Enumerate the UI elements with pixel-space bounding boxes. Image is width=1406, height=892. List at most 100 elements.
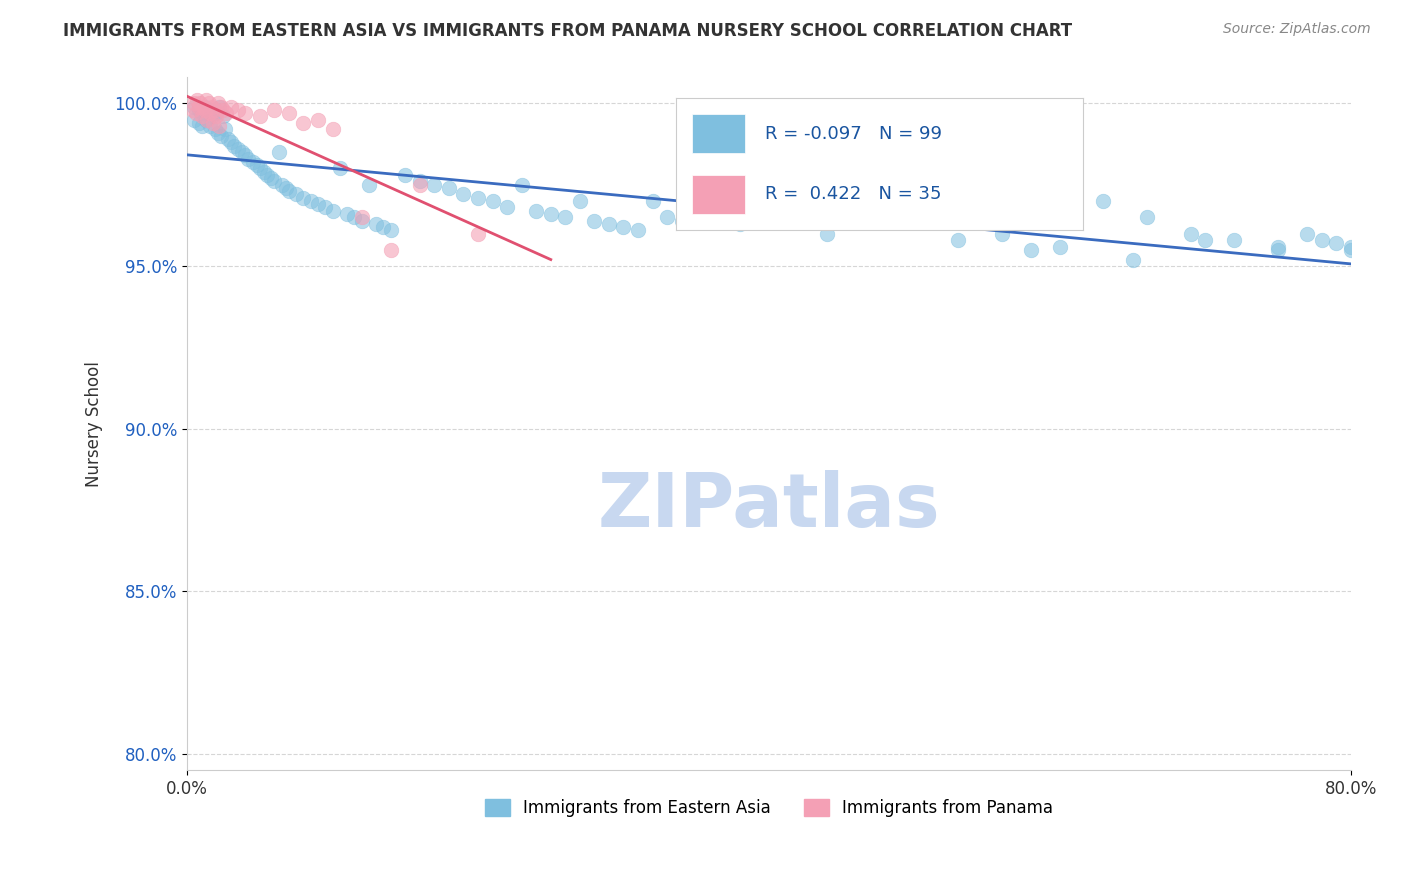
Point xyxy=(205,110,228,124)
Point xyxy=(198,96,221,111)
Text: IMMIGRANTS FROM EASTERN ASIA VS IMMIGRANTS FROM PANAMA NURSERY SCHOOL CORRELATIO: IMMIGRANTS FROM EASTERN ASIA VS IMMIGRAN… xyxy=(63,22,1073,40)
Point xyxy=(554,211,576,225)
Point xyxy=(787,211,810,225)
Point xyxy=(1340,243,1362,257)
Point xyxy=(946,233,969,247)
Legend: Immigrants from Eastern Asia, Immigrants from Panama: Immigrants from Eastern Asia, Immigrants… xyxy=(478,792,1060,824)
Point xyxy=(700,207,723,221)
Point xyxy=(467,191,489,205)
Point xyxy=(212,110,235,124)
Point xyxy=(1122,252,1144,267)
Point xyxy=(207,126,229,140)
Point xyxy=(285,187,308,202)
Point xyxy=(209,100,232,114)
Point xyxy=(758,191,780,205)
Text: Source: ZipAtlas.com: Source: ZipAtlas.com xyxy=(1223,22,1371,37)
Point xyxy=(875,194,897,208)
Point xyxy=(583,213,606,227)
Point xyxy=(453,187,475,202)
Y-axis label: Nursery School: Nursery School xyxy=(86,360,103,487)
Point xyxy=(194,100,217,114)
Point xyxy=(524,203,547,218)
Point xyxy=(380,243,402,257)
Point xyxy=(278,184,301,198)
Point xyxy=(1267,239,1289,253)
Point xyxy=(510,178,533,192)
Point xyxy=(1223,233,1246,247)
Point xyxy=(467,227,489,241)
Point xyxy=(194,103,217,117)
Point xyxy=(200,106,222,120)
Point xyxy=(437,181,460,195)
Point xyxy=(219,100,242,114)
Point xyxy=(249,110,271,124)
Point xyxy=(191,100,214,114)
Point xyxy=(394,168,416,182)
Point xyxy=(187,100,209,114)
Point xyxy=(186,93,208,107)
Point xyxy=(188,96,211,111)
Point xyxy=(1267,243,1289,257)
Point xyxy=(380,223,402,237)
Point xyxy=(568,194,591,208)
Point xyxy=(204,122,226,136)
Point xyxy=(208,100,231,114)
Point xyxy=(350,211,373,225)
Point xyxy=(190,106,212,120)
Point xyxy=(270,178,292,192)
Point xyxy=(496,201,519,215)
Point xyxy=(343,211,366,225)
Point xyxy=(207,96,229,111)
Point xyxy=(200,119,222,133)
Point xyxy=(714,213,737,227)
Point xyxy=(209,128,232,143)
Point xyxy=(292,116,315,130)
Point xyxy=(641,194,664,208)
Point xyxy=(263,174,285,188)
Point xyxy=(202,103,225,117)
Point xyxy=(481,194,503,208)
Point xyxy=(190,110,212,124)
Point xyxy=(1310,233,1333,247)
Point xyxy=(1019,243,1042,257)
Point xyxy=(1180,227,1202,241)
Point xyxy=(187,116,209,130)
Point xyxy=(990,227,1012,241)
Point xyxy=(373,219,395,234)
Point xyxy=(274,181,297,195)
Point xyxy=(201,110,224,124)
Point xyxy=(322,122,344,136)
Point xyxy=(222,138,245,153)
Point xyxy=(598,217,620,231)
Point xyxy=(183,112,205,127)
Point xyxy=(336,207,359,221)
Point xyxy=(671,213,693,227)
Point xyxy=(1136,211,1159,225)
Point xyxy=(197,112,219,127)
Point xyxy=(1092,194,1115,208)
Point xyxy=(1340,239,1362,253)
Point xyxy=(215,106,238,120)
Point xyxy=(314,201,336,215)
Point xyxy=(627,223,650,237)
Point xyxy=(233,106,256,120)
Point xyxy=(685,201,707,215)
Point xyxy=(278,106,301,120)
Point xyxy=(208,119,231,133)
Point xyxy=(249,161,271,176)
Point xyxy=(242,155,264,169)
Point xyxy=(183,96,205,111)
Point xyxy=(214,122,236,136)
Point xyxy=(299,194,322,208)
Point xyxy=(201,100,224,114)
Point xyxy=(184,106,207,120)
Point xyxy=(845,178,868,192)
Point xyxy=(1296,227,1319,241)
Point xyxy=(260,171,283,186)
Point xyxy=(195,93,218,107)
Point xyxy=(238,152,260,166)
Point xyxy=(256,168,278,182)
Point xyxy=(322,203,344,218)
Point xyxy=(183,100,205,114)
Point xyxy=(1194,233,1216,247)
